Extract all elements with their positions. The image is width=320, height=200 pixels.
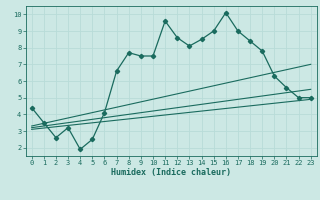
X-axis label: Humidex (Indice chaleur): Humidex (Indice chaleur) — [111, 168, 231, 177]
